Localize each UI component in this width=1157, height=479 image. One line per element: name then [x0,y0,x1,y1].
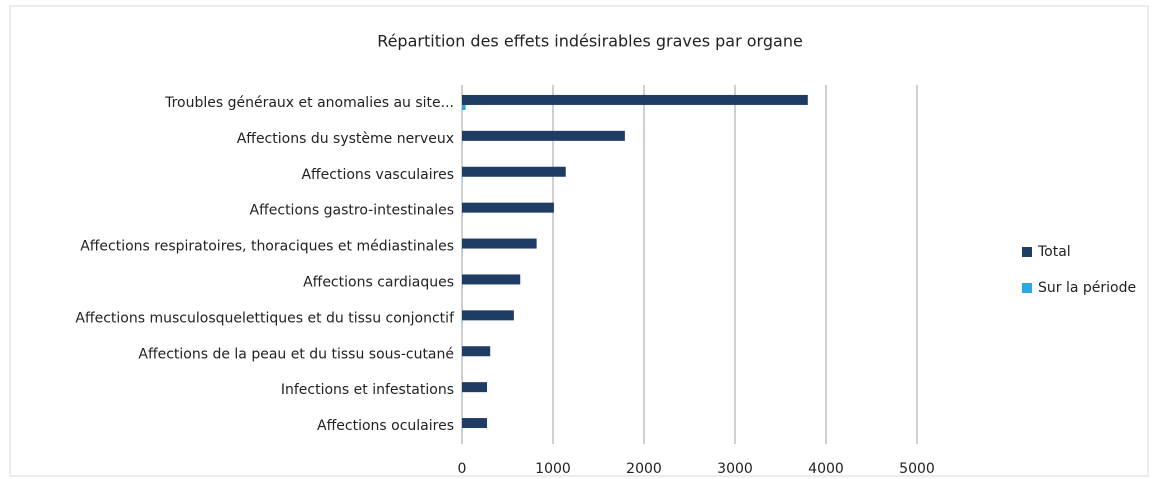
bar [462,418,488,429]
bar [462,382,488,393]
y-tick-label: Affections du système nerveux [237,131,454,147]
y-tick-label: Affections de la peau et du tissu sous-c… [138,346,454,362]
bar [462,310,514,321]
bar [462,238,537,249]
legend-swatch [1022,283,1032,293]
chart-title: Répartition des effets indésirables grav… [377,32,803,51]
x-tick-label: 2000 [626,461,662,477]
x-tick-label: 1000 [535,461,571,477]
legend-label: Sur la période [1038,280,1136,296]
bar [462,346,491,357]
y-tick-label: Troubles généraux et anomalies au site..… [164,95,454,111]
x-tick-label: 0 [458,461,467,477]
y-tick-label: Affections respiratoires, thoraciques et… [80,239,454,255]
bar [462,274,521,285]
x-tick-label: 4000 [808,461,844,477]
chart-border [9,5,1149,477]
bar [462,104,466,110]
bar [462,166,566,177]
bar [462,130,625,141]
legend-swatch [1022,247,1032,257]
y-tick-label: Affections gastro-intestinales [250,203,454,219]
y-tick-label: Infections et infestations [281,382,454,398]
x-tick-label: 5000 [899,461,935,477]
x-tick-label: 3000 [717,461,753,477]
bar [462,94,808,105]
legend-label: Total [1037,244,1071,260]
y-tick-label: Affections oculaires [317,418,454,434]
y-tick-label: Affections cardiaques [303,274,454,290]
bar [462,202,554,213]
y-tick-label: Affections vasculaires [301,167,454,183]
y-tick-label: Affections musculosquelettiques et du ti… [75,310,455,326]
